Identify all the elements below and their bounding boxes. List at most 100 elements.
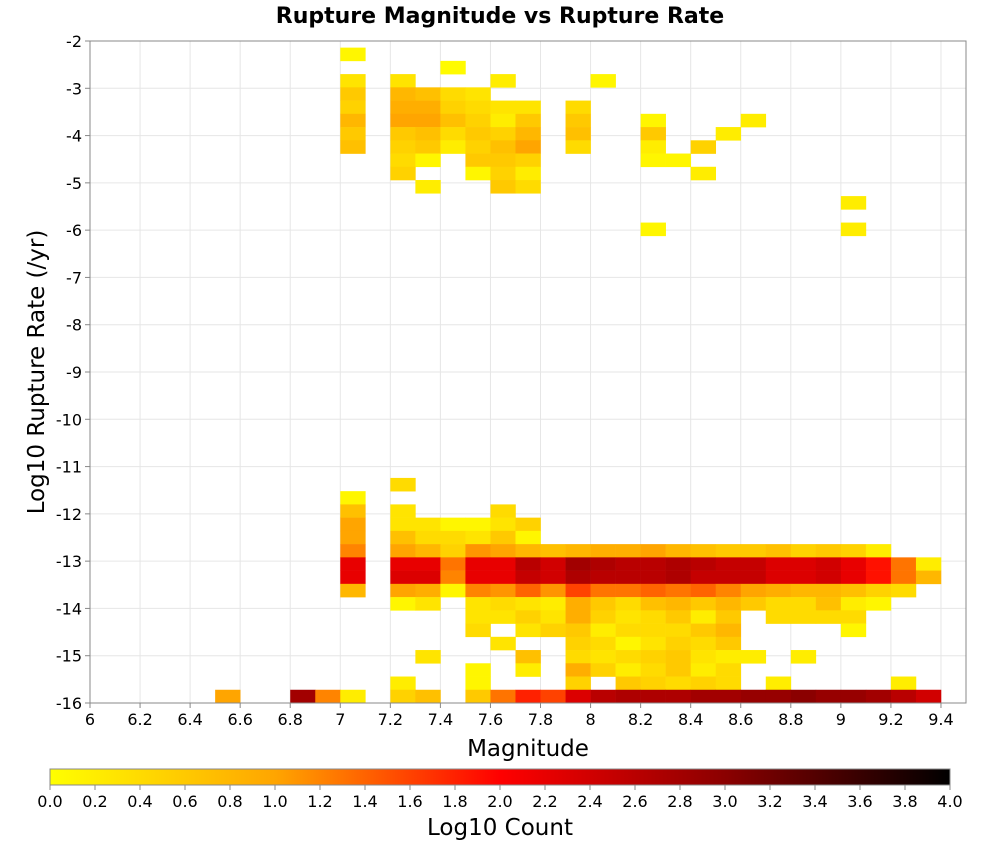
colorbar-tick-label: 0.2 [82, 792, 107, 811]
x-tick-label: 9.4 [928, 710, 953, 729]
heatmap-cell [565, 570, 591, 585]
heatmap-cell [515, 530, 541, 545]
heatmap-cell [690, 544, 717, 558]
heatmap-cell [565, 623, 591, 638]
heatmap-cell [415, 113, 441, 128]
heatmap-cell [465, 689, 491, 704]
heatmap-cell [615, 544, 641, 558]
heatmap-cell [665, 557, 691, 571]
x-tick-label: 8.8 [778, 710, 803, 729]
heatmap-cell [790, 570, 817, 585]
x-axis: 6 6.2 6.4 6.6 6.8 7 7.2 7.4 7.6 7.8 8 8.2 8.4 8.6 8.8 9… [85, 703, 954, 729]
heatmap-cell [390, 676, 416, 691]
x-tick-label: 7 [335, 710, 345, 729]
x-tick-label: 6.6 [227, 710, 252, 729]
heatmap-cell [390, 517, 416, 532]
heatmap-cell [715, 676, 742, 691]
heatmap-cell [390, 544, 416, 558]
heatmap-cell [790, 557, 817, 571]
heatmap-cell [590, 610, 616, 624]
heatmap-cell [440, 570, 466, 585]
heatmap-cell [465, 530, 491, 545]
heatmap-cell [615, 597, 641, 611]
heatmap-cell [440, 113, 466, 128]
heatmap-cell [565, 113, 591, 128]
heatmap-cell [515, 663, 541, 677]
heatmap-cell [715, 570, 742, 585]
colorbar-tick-label: 3.4 [802, 792, 827, 811]
heatmap-cell [340, 504, 366, 518]
y-tick-label: -8 [66, 316, 82, 335]
y-axis-label: Log10 Rupture Rate (/yr) [24, 230, 50, 515]
heatmap-cell [490, 140, 516, 154]
heatmap-cell [590, 570, 616, 585]
heatmap-cell [640, 610, 666, 624]
colorbar [49, 768, 951, 786]
heatmap-cell [640, 113, 666, 128]
colorbar-tick-label: 4.0 [937, 792, 962, 811]
heatmap-cell [340, 689, 366, 704]
heatmap-cell [490, 610, 516, 624]
heatmap-cell [540, 597, 566, 611]
heatmap-cell [715, 650, 742, 664]
heatmap-cell [590, 650, 616, 664]
heatmap-cell [465, 676, 491, 691]
heatmap-cell [490, 153, 516, 168]
heatmap-cell [215, 689, 241, 704]
heatmap-cell [815, 557, 842, 571]
colorbar-tick-label: 1.2 [307, 792, 332, 811]
heatmap-cell [590, 663, 616, 677]
heatmap-cell [690, 166, 717, 181]
heatmap-cell [790, 650, 817, 664]
heatmap-cell [465, 166, 491, 181]
heatmap-cell [665, 623, 691, 638]
heatmap-cell [665, 676, 691, 691]
heatmap-cell [340, 113, 366, 128]
heatmap-cell [565, 583, 591, 598]
heatmap-cell [915, 557, 942, 571]
heatmap-cell [390, 87, 416, 101]
y-tick-label: -11 [56, 458, 82, 477]
heatmap-cell [415, 140, 441, 154]
heatmap-cell [340, 544, 366, 558]
heatmap-cell [690, 650, 717, 664]
heatmap-cell [715, 544, 742, 558]
colorbar-tick-label: 0.0 [37, 792, 62, 811]
heatmap-cell [540, 583, 566, 598]
heatmap-cell [690, 583, 717, 598]
colorbar-tick-label: 1.6 [397, 792, 422, 811]
heatmap-cell [340, 100, 366, 115]
y-tick-label: -12 [56, 505, 82, 524]
colorbar-tick-label: 3.2 [757, 792, 782, 811]
heatmap-cell [490, 597, 516, 611]
heatmap-cell [640, 689, 666, 704]
heatmap-cell [340, 530, 366, 545]
heatmap-cell [465, 544, 491, 558]
heatmap-cell [715, 557, 742, 571]
x-tick-label: 6.4 [177, 710, 202, 729]
y-tick-label: -10 [56, 410, 82, 429]
heatmap-cell [515, 610, 541, 624]
heatmap-cell [640, 544, 666, 558]
heatmap-cell [590, 623, 616, 638]
heatmap-cell [815, 610, 842, 624]
heatmap-cell [440, 60, 466, 75]
heatmap-cell [590, 544, 616, 558]
heatmap-cell [640, 153, 666, 168]
heatmap-cell [340, 583, 366, 598]
heatmap-cell [565, 650, 591, 664]
heatmap-cell [540, 570, 566, 585]
heatmap-cell [390, 140, 416, 154]
heatmap-cell [490, 180, 516, 194]
x-tick-label: 6.8 [278, 710, 303, 729]
heatmap-cell [840, 222, 867, 237]
heatmap-cell [390, 597, 416, 611]
heatmap-cell [690, 597, 717, 611]
heatmap-cell [615, 610, 641, 624]
heatmap-cell [565, 557, 591, 571]
heatmap-cell [440, 517, 466, 532]
x-tick-label: 8 [585, 710, 595, 729]
heatmap-cell [565, 610, 591, 624]
heatmap-cell [515, 517, 541, 532]
heatmap-cell [615, 623, 641, 638]
